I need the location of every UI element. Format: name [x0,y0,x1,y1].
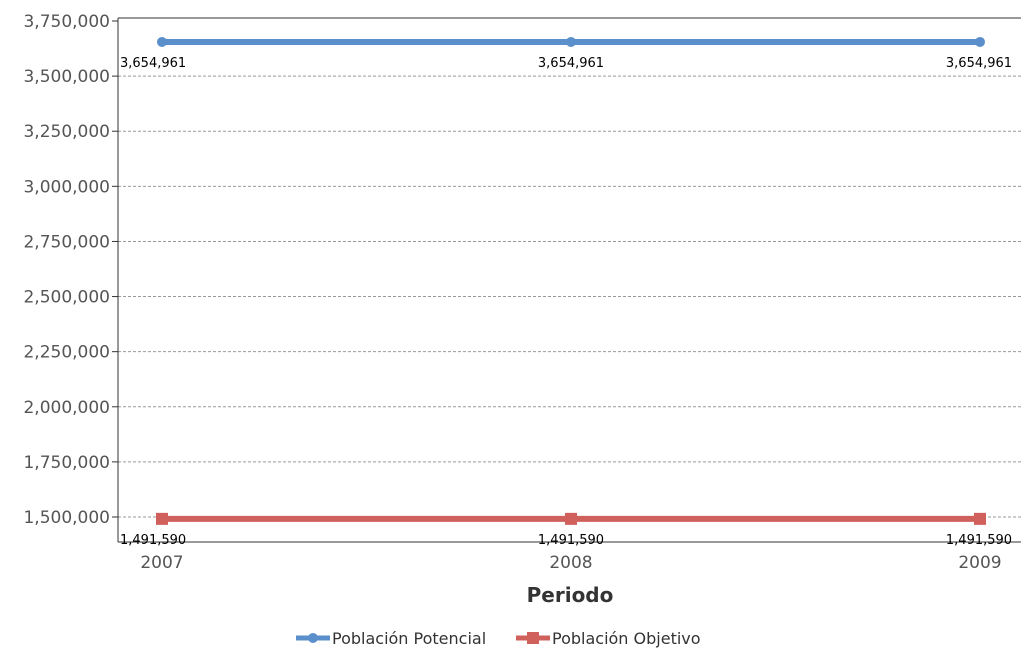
y-axis-ticks: 1,500,000 1,750,000 2,000,000 2,250,000 2,50… [23,12,118,528]
data-point[interactable] [156,512,168,525]
y-tick-label: 1,500,000 [23,508,110,528]
data-point[interactable] [975,36,985,47]
legend-marker [308,633,318,643]
y-tick-label: 3,250,000 [23,122,110,142]
data-label: 3,654,961 [538,56,604,71]
legend-item[interactable]: Población Potencial [296,629,486,648]
y-tick-label: 2,750,000 [23,232,110,252]
x-tick-label: 2008 [549,553,592,573]
legend-label: Población Objetivo [552,629,701,648]
grid-lines [118,75,1021,518]
y-tick-label: 3,000,000 [23,177,110,197]
data-labels: 3,654,961 3,654,961 3,654,961 1,491,590 1,49… [120,56,1012,548]
data-label: 1,491,590 [538,533,604,548]
x-axis-title: Periodo [527,583,614,607]
data-point[interactable] [157,36,167,47]
y-tick-label: 1,750,000 [23,453,110,473]
data-point[interactable] [974,512,986,525]
data-label: 3,654,961 [120,56,186,71]
y-tick-label: 3,750,000 [23,12,110,32]
axes [117,17,1021,543]
x-tick-label: 2007 [140,553,183,573]
y-tick-label: 2,250,000 [23,343,110,363]
legend-item[interactable]: Población Objetivo [516,629,701,648]
legend-label: Población Potencial [332,629,486,648]
y-tick-label: 2,000,000 [23,398,110,418]
y-tick-label: 2,500,000 [23,288,110,308]
legend-marker [527,632,539,644]
y-tick-label: 3,500,000 [23,67,110,87]
data-point[interactable] [565,512,577,525]
data-label: 1,491,590 [120,533,186,548]
legend[interactable]: Población Potencial Población Objetivo [296,629,701,648]
data-label: 1,491,590 [946,533,1012,548]
series-lines [156,36,986,525]
x-axis-ticks: 2007 2008 2009 [140,553,1001,573]
data-point[interactable] [566,36,576,47]
data-label: 3,654,961 [946,56,1012,71]
x-tick-label: 2009 [958,553,1001,573]
